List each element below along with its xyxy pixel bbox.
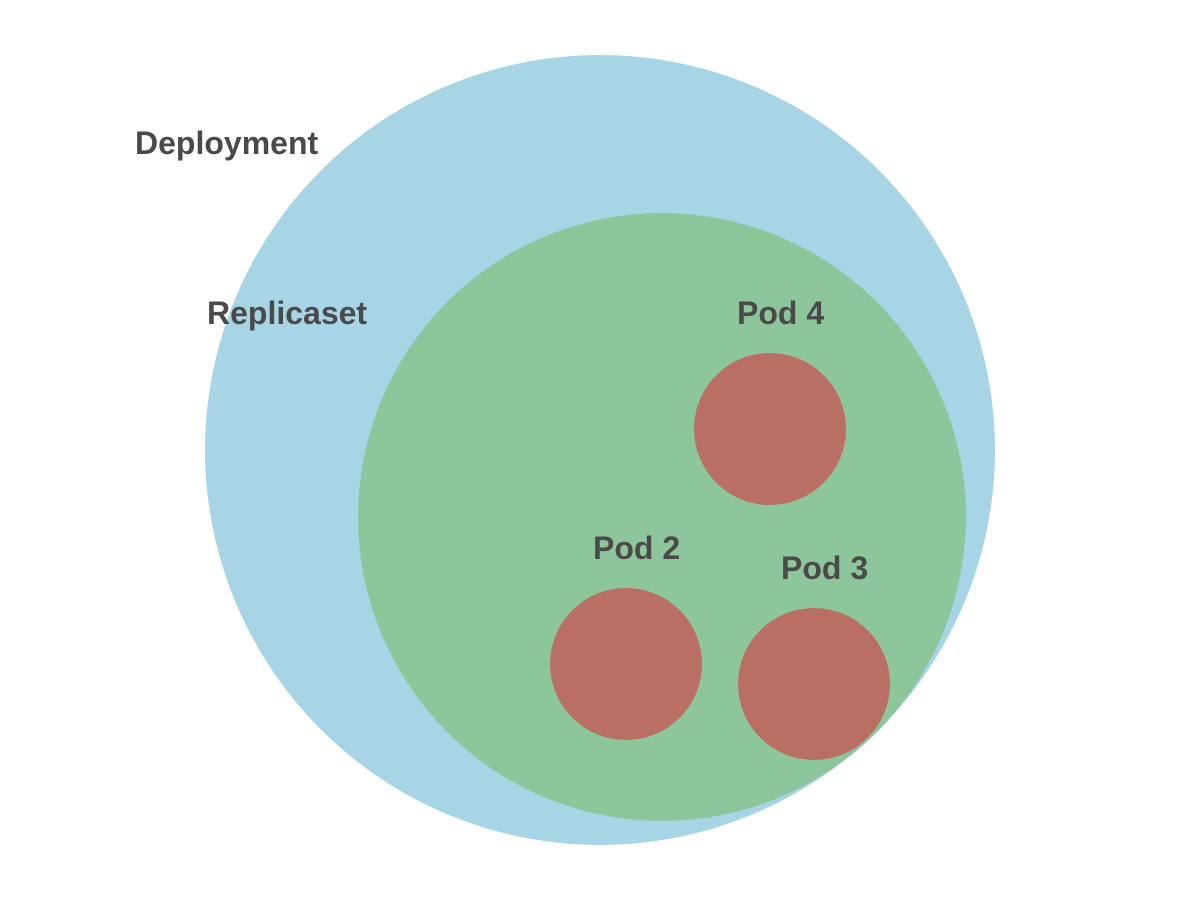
- pod-3-label: Pod 3: [781, 550, 868, 586]
- pod-4-label: Pod 4: [737, 295, 824, 331]
- pod-3-circle: [738, 608, 890, 760]
- pod-2-circle: [550, 588, 702, 740]
- pod-2-label: Pod 2: [593, 530, 680, 566]
- replicaset-label: Replicaset: [207, 295, 367, 331]
- deployment-label: Deployment: [135, 125, 318, 161]
- pod-4-circle: [694, 353, 846, 505]
